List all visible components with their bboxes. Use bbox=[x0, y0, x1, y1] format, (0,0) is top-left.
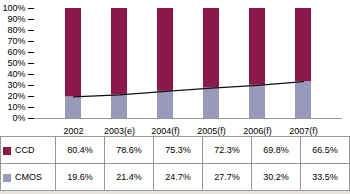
html-text:78.6%: 78.6% bbox=[116, 145, 142, 155]
html-text:24.7%: 24.7% bbox=[165, 172, 191, 182]
svg-text:50%: 50% bbox=[7, 58, 25, 68]
svg-text:60%: 60% bbox=[7, 47, 25, 57]
svg-text:2007(f): 2007(f) bbox=[289, 126, 318, 136]
html-text:27.7%: 27.7% bbox=[214, 172, 240, 182]
svg-text:30%: 30% bbox=[7, 80, 25, 90]
svg-text:10%: 10% bbox=[7, 102, 25, 112]
html-text:75.3%: 75.3% bbox=[165, 145, 191, 155]
svg-text:0%: 0% bbox=[12, 113, 25, 123]
svg-text:40%: 40% bbox=[7, 69, 25, 79]
svg-text:80%: 80% bbox=[7, 25, 25, 35]
svg-text:2006(f): 2006(f) bbox=[243, 126, 272, 136]
html-text:19.6%: 19.6% bbox=[67, 172, 93, 182]
html-text:69.8%: 69.8% bbox=[263, 145, 289, 155]
svg-text:20%: 20% bbox=[7, 91, 25, 101]
html-text:66.5%: 66.5% bbox=[312, 145, 338, 155]
html-text:72.3%: 72.3% bbox=[214, 145, 240, 155]
svg-text:90%: 90% bbox=[7, 14, 25, 24]
html-text:21.4%: 21.4% bbox=[116, 172, 142, 182]
svg-text:2003(e): 2003(e) bbox=[104, 126, 135, 136]
svg-text:70%: 70% bbox=[7, 36, 25, 46]
svg-text:2004(f): 2004(f) bbox=[151, 126, 180, 136]
html-text:30.2%: 30.2% bbox=[263, 172, 289, 182]
svg-text:2005(f): 2005(f) bbox=[197, 126, 226, 136]
svg-text:2002: 2002 bbox=[63, 126, 83, 136]
html-text:33.5%: 33.5% bbox=[312, 172, 338, 182]
html-text:CMOS: CMOS bbox=[15, 172, 42, 182]
svg-text:100%: 100% bbox=[2, 3, 25, 13]
html-text:80.4%: 80.4% bbox=[67, 145, 93, 155]
html-text:CCD: CCD bbox=[15, 145, 35, 155]
